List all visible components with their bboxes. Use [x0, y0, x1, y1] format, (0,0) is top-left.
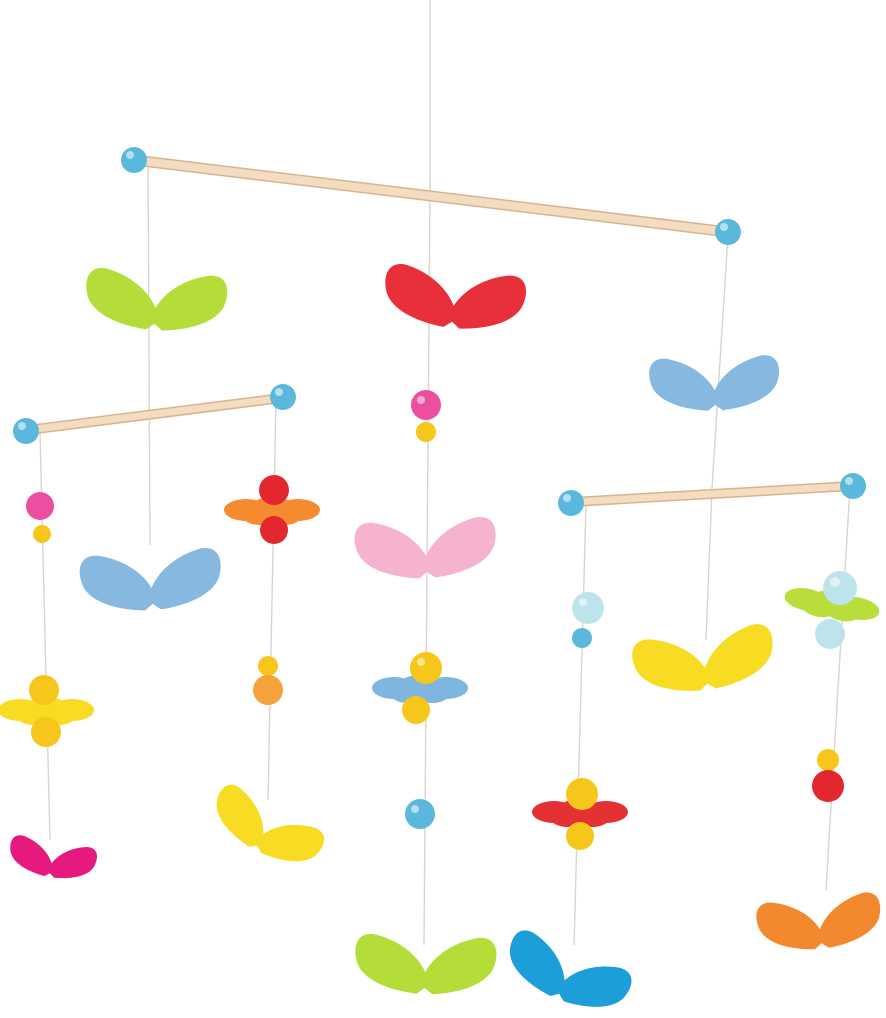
rod-bead — [270, 384, 296, 410]
highlight — [417, 396, 425, 404]
rod-bead — [121, 147, 147, 173]
highlight — [830, 577, 840, 587]
rod-bead — [558, 490, 584, 516]
rod-middle-left — [24, 394, 286, 434]
highlight — [18, 422, 26, 430]
rods — [23, 154, 857, 507]
string-right-a — [573, 504, 587, 946]
highlight — [417, 658, 425, 666]
bead-orange — [253, 675, 283, 705]
rod-right — [568, 482, 856, 506]
string-right-b — [825, 486, 851, 891]
bead-mint — [823, 571, 857, 605]
bead-yellow — [410, 652, 442, 684]
highlight — [579, 598, 587, 606]
bead-mint-blue — [572, 628, 592, 648]
rod-bead — [13, 418, 39, 444]
bead-yellow — [566, 778, 598, 810]
bead-yellow — [402, 696, 430, 724]
bead-yellow — [258, 656, 278, 676]
highlight — [720, 223, 728, 231]
bead-red — [812, 770, 844, 802]
rod-top — [130, 156, 732, 236]
bead-yellow — [31, 717, 61, 747]
highlight — [563, 494, 571, 502]
bead-yellow — [29, 675, 59, 705]
bead-blue — [405, 799, 435, 829]
bead-pink — [26, 492, 54, 520]
bead-mint — [572, 592, 604, 624]
bead-highlights — [18, 151, 853, 813]
bead-yellow — [33, 525, 51, 543]
bead-red — [260, 516, 288, 544]
string-left-main — [147, 161, 151, 546]
beads — [26, 390, 857, 850]
highlight — [126, 151, 134, 159]
bead-pink — [411, 390, 441, 420]
highlight — [411, 805, 419, 813]
string-right-bar-main — [705, 487, 713, 641]
bead-yellow — [566, 822, 594, 850]
bead-yellow — [416, 422, 436, 442]
highlight — [275, 388, 283, 396]
rod-bead — [840, 473, 866, 499]
bead-red — [259, 475, 289, 505]
string-right-main — [711, 234, 729, 489]
highlight — [845, 477, 853, 485]
bead-yellow — [817, 749, 839, 771]
string-mid-left-b — [267, 399, 277, 801]
rod-bead — [715, 219, 741, 245]
bead-mint — [815, 619, 845, 649]
